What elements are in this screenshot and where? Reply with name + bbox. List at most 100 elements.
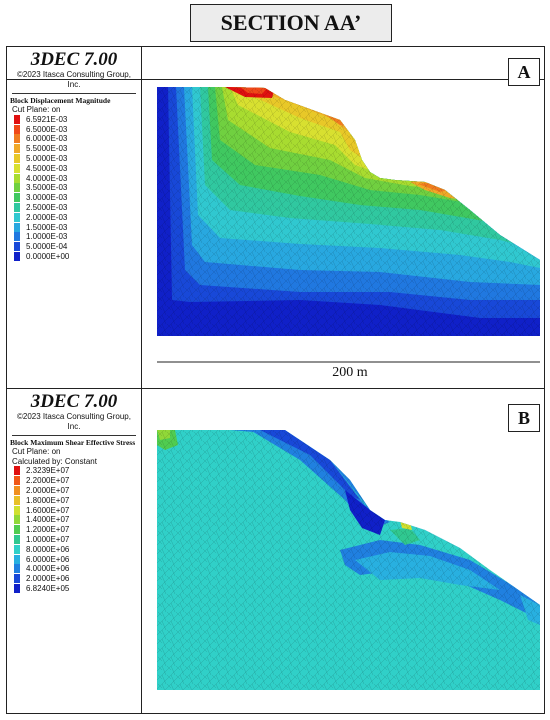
legend-value: 2.0000E+06 (26, 574, 70, 584)
legend-value: 5.0000E-04 (26, 242, 68, 252)
legend-entry: 1.6000E+07 (10, 505, 138, 515)
legend-value: 4.0000E+06 (26, 564, 70, 574)
legend-b-calculated: Calculated by: Constant (12, 456, 97, 466)
legend-swatch (14, 476, 20, 486)
legend-value: 1.4000E+07 (26, 515, 70, 525)
legend-swatch (14, 183, 20, 193)
legend-b-cutplane: Cut Plane: on (12, 447, 61, 456)
legend-value: 2.2000E+07 (26, 476, 70, 486)
legend-value: 4.5000E-03 (26, 163, 68, 173)
legend-value: 2.3239E+07 (26, 466, 70, 476)
legend-value: 1.0000E-03 (26, 232, 68, 242)
legend-value: 1.6000E+07 (26, 505, 70, 515)
legend-value: 1.0000E+07 (26, 534, 70, 544)
legend-value: 1.8000E+07 (26, 495, 70, 505)
legend-swatch (14, 252, 20, 262)
legend-entry: 2.3239E+07 (10, 466, 138, 476)
legend-swatch (14, 554, 20, 564)
legend-value: 6.0000E-03 (26, 134, 68, 144)
legend-value: 4.0000E-03 (26, 173, 68, 183)
legend-b-quantity: Block Maximum Shear Effective Stress (10, 438, 136, 447)
legend-entry: 1.2000E+07 (10, 525, 138, 535)
legend-value: 0.0000E+00 (26, 252, 70, 262)
legend-swatch (14, 564, 20, 574)
legend-swatch (14, 124, 20, 134)
legend-swatch (14, 173, 20, 183)
section-title: SECTION AA’ (190, 4, 392, 42)
legend-swatch (14, 144, 20, 154)
legend-entry: 8.0000E+06 (10, 544, 138, 554)
legend-entry: 5.5000E-03 (10, 144, 138, 154)
legend-entry: 2.0000E+07 (10, 485, 138, 496)
displacement-contour (157, 87, 540, 336)
legend-swatch (14, 203, 20, 213)
legend-swatch (14, 515, 20, 525)
legend-entry: 4.0000E+06 (10, 564, 138, 574)
legend-entry: 6.8240E+05 (10, 583, 138, 594)
legend-entry: 4.5000E-03 (10, 163, 138, 173)
legend-a-copyright: ©2023 Itasca Consulting Group, Inc. (17, 70, 131, 89)
legend-value: 3.0000E-03 (26, 193, 68, 203)
figure-frame (6, 46, 545, 714)
legend-value: 6.5000E-03 (26, 124, 68, 134)
legend-swatch (14, 544, 20, 554)
legend-b-copyright: ©2023 Itasca Consulting Group, Inc. (17, 412, 131, 431)
legend-swatch (14, 163, 20, 173)
legend-value: 6.5921E-03 (26, 114, 68, 124)
legend-b-software: 3DEC 7.00 (30, 391, 118, 412)
legend-entry: 0.0000E+00 (10, 252, 138, 262)
legend-entry: 1.8000E+07 (10, 495, 138, 505)
shear-stress-contour (157, 430, 540, 690)
legend-divider-b (141, 388, 142, 714)
legend-swatch (14, 505, 20, 515)
legend-value: 8.0000E+06 (26, 544, 70, 554)
legend-value: 2.0000E-03 (26, 212, 68, 222)
legend-entry: 2.2000E+07 (10, 476, 138, 486)
legend-value: 5.5000E-03 (26, 144, 68, 154)
legend-entry: 6.5921E-03 (10, 114, 138, 125)
legend-value: 2.0000E+07 (26, 485, 70, 495)
panel-label-b: B (508, 404, 540, 432)
legend-entry: 1.0000E+07 (10, 534, 138, 545)
legend-a-quantity: Block Displacement Magnitude (10, 96, 111, 105)
panel-divider (6, 388, 545, 389)
scale-bar-label: 200 m (332, 365, 368, 380)
legend-entry: 6.0000E-03 (10, 134, 138, 144)
legend-swatch (14, 154, 20, 164)
legend-swatch (14, 212, 20, 222)
legend-entry: 3.0000E-03 (10, 193, 138, 203)
legend-swatch (14, 525, 20, 535)
legend-entry: 1.5000E-03 (10, 222, 138, 232)
legend-value: 6.8240E+05 (26, 583, 70, 593)
legend-swatch (14, 574, 20, 584)
legend-swatch (14, 534, 20, 544)
legend-swatch (14, 114, 20, 124)
legend-value: 2.5000E-03 (26, 203, 68, 213)
legend-entry: 4.0000E-03 (10, 173, 138, 183)
legend-b-scale: 2.3239E+07 2.2000E+07 2.0000E+07 1.8000E+07… (10, 466, 138, 593)
legend-entry: 2.5000E-03 (10, 203, 138, 213)
legend-swatch (14, 485, 20, 495)
legend-entry: 2.0000E-03 (10, 212, 138, 222)
legend-b-rule (12, 435, 136, 436)
legend-a-scale: 6.5921E-03 6.5000E-03 6.0000E-03 5.5000E-03… (10, 114, 138, 262)
header-divider (6, 79, 545, 80)
legend-swatch (14, 466, 20, 476)
legend-swatch (14, 222, 20, 232)
legend-a-cutplane: Cut Plane: on (12, 105, 61, 114)
legend-b: 3DEC 7.00 ©2023 Itasca Consulting Group,… (10, 392, 138, 593)
legend-value: 3.5000E-03 (26, 183, 68, 193)
legend-swatch (14, 134, 20, 144)
legend-a-software: 3DEC 7.00 (30, 49, 118, 70)
legend-entry: 1.4000E+07 (10, 515, 138, 525)
legend-value: 1.5000E-03 (26, 222, 68, 232)
legend-a-rule (12, 93, 136, 94)
legend-a: 3DEC 7.00 ©2023 Itasca Consulting Group,… (10, 49, 138, 262)
legend-entry: 6.5000E-03 (10, 124, 138, 134)
legend-entry: 1.0000E-03 (10, 232, 138, 242)
legend-swatch (14, 232, 20, 242)
legend-value: 5.0000E-03 (26, 154, 68, 164)
legend-divider-a (141, 46, 142, 388)
legend-entry: 2.0000E+06 (10, 574, 138, 584)
legend-entry: 3.5000E-03 (10, 183, 138, 193)
